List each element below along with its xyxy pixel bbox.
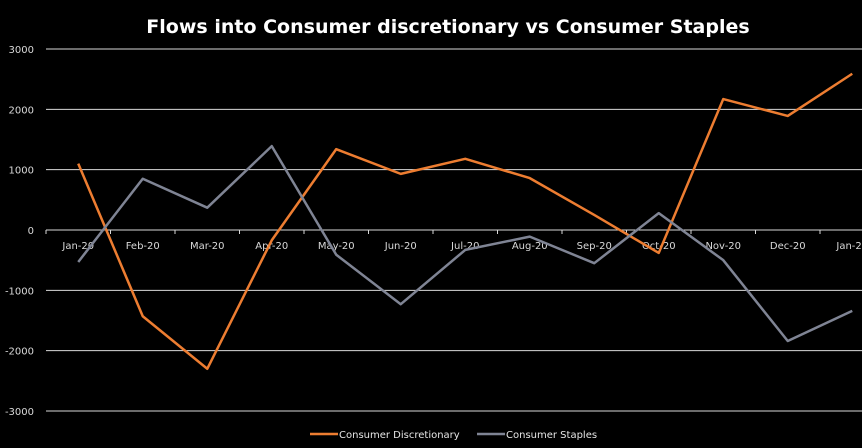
x-tick-label: Jul-20 (450, 241, 479, 252)
x-tick-label: Jan-21 (835, 241, 862, 252)
x-tick-label: Mar-20 (190, 241, 225, 252)
x-tick-label: Feb-20 (126, 241, 160, 252)
chart-title: Flows into Consumer discretionary vs Con… (146, 16, 749, 38)
y-tick-label: 3000 (9, 45, 34, 56)
x-tick-label: May-20 (318, 241, 355, 252)
y-tick-label: -2000 (5, 347, 34, 358)
x-axis: Jan-20 Feb-20 Mar-20 Apr-20 May-20 Jun-20 Jul-… (45, 230, 862, 252)
y-tick-label: -1000 (5, 286, 34, 297)
y-tick-label: 2000 (9, 105, 34, 116)
x-tick-label: Apr-20 (255, 241, 288, 252)
x-tick-label: Nov-20 (705, 241, 741, 252)
series-lines (77, 72, 853, 371)
legend-label-consumer-discretionary: Consumer Discretionary (339, 430, 460, 441)
y-tick-label: -3000 (5, 407, 34, 418)
y-tick-label: 0 (28, 226, 34, 237)
x-tick-label: Dec-20 (770, 241, 806, 252)
series-line-consumer-discretionary (77, 72, 853, 371)
legend-label-consumer-staples: Consumer Staples (506, 430, 597, 441)
x-tick-label: Jun-20 (384, 241, 417, 252)
x-tick-label: Aug-20 (512, 241, 548, 252)
y-axis: 3000 2000 1000 0 -1000 -2000 -3000 (5, 45, 34, 418)
x-tick-label: Oct-20 (642, 241, 676, 252)
y-tick-label: 1000 (9, 166, 34, 177)
x-tick-label: Sep-20 (577, 241, 612, 252)
legend: Consumer Discretionary Consumer Staples (310, 430, 597, 441)
x-tick-label: Jan-20 (61, 241, 94, 252)
gridlines (46, 48, 862, 412)
